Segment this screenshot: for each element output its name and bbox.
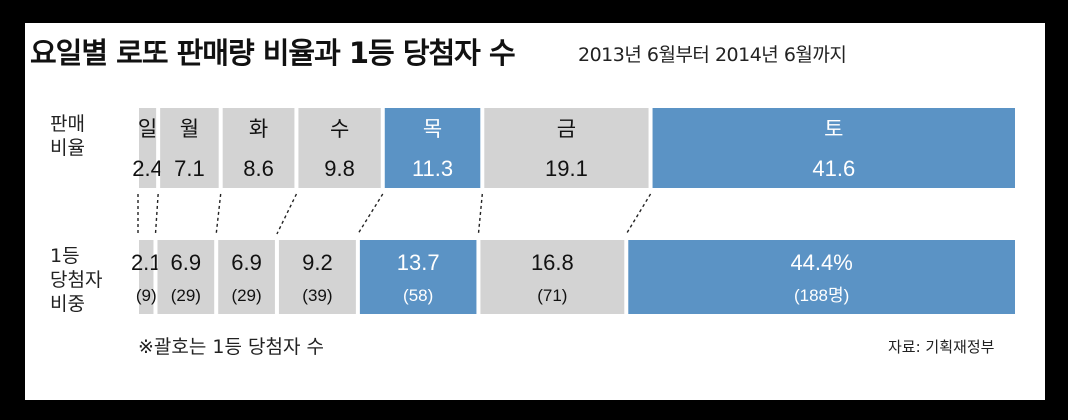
connector-5 (477, 193, 484, 235)
connector-6 (625, 193, 652, 235)
sales-bar-4 (384, 108, 481, 188)
sales-bar-3 (298, 108, 381, 188)
winner-bar-1 (157, 240, 215, 314)
day-label-1: 월 (180, 118, 199, 141)
winner-value-3: 9.2 (302, 250, 333, 275)
connector-1 (154, 193, 159, 235)
connector-3 (276, 193, 298, 235)
source-note: 자료: 기획재정부 (888, 338, 995, 356)
sales-value-5: 19.1 (545, 156, 588, 181)
winner-bar-3 (278, 240, 356, 314)
winner-bar-4 (359, 240, 477, 314)
sales-bar-0 (139, 108, 157, 188)
day-label-0: 일 (138, 118, 157, 141)
day-label-2: 화 (249, 118, 268, 141)
winner-value-1: 6.9 (171, 250, 202, 275)
day-label-4: 목 (423, 118, 442, 141)
winner-bar-5 (480, 240, 625, 314)
winner-bar-2 (218, 240, 275, 314)
winner-bar-0 (139, 240, 154, 314)
winner-value-5: 16.8 (531, 250, 574, 275)
sales-value-1: 7.1 (174, 156, 205, 181)
row-label-winners-line-1: 1등 (50, 245, 80, 267)
row-label-winners-line-3: 비중 (50, 293, 85, 315)
sales-bar-6 (652, 108, 1015, 188)
chart-panel (25, 23, 1045, 400)
chart-subtitle: 2013년 6월부터 2014년 6월까지 (578, 44, 847, 66)
winner-count-0: (9) (136, 286, 157, 305)
winner-count-3: (39) (302, 286, 332, 305)
connector-2 (215, 193, 222, 235)
day-label-6: 토 (824, 118, 843, 141)
sales-value-3: 9.8 (324, 156, 355, 181)
row-label-sales-line-2: 비율 (50, 137, 85, 159)
chart-title: 요일별 로또 판매량 비율과 1등 당첨자 수 (30, 36, 516, 70)
winner-value-4: 13.7 (397, 250, 440, 275)
sales-bar-1 (160, 108, 219, 188)
row-label-sales-line-1: 판매 (50, 113, 85, 135)
row-label-winners-line-2: 당첨자 (50, 269, 103, 291)
sales-value-0: 2.4 (132, 156, 163, 181)
row-label-winners: 1등 당첨자 비중 (50, 244, 102, 316)
row-label-sales: 판매 비율 (50, 112, 85, 160)
sales-value-6: 41.6 (812, 156, 855, 181)
winner-bar-6 (628, 240, 1015, 314)
winner-count-2: (29) (231, 286, 261, 305)
day-label-5: 금 (557, 118, 576, 141)
winner-value-0: 2.1 (131, 250, 162, 275)
winner-count-6: (188명) (794, 286, 849, 305)
winner-count-5: (71) (537, 286, 567, 305)
sales-value-4: 11.3 (412, 156, 453, 181)
winner-value-6: 44.4% (790, 250, 852, 275)
winner-count-4: (58) (403, 286, 433, 305)
footnote: ※괄호는 1등 당첨자 수 (138, 336, 324, 358)
winner-value-2: 6.9 (231, 250, 262, 275)
sales-bar-2 (222, 108, 295, 188)
sales-bar-5 (484, 108, 649, 188)
sales-value-2: 8.6 (243, 156, 274, 181)
day-label-3: 수 (330, 118, 349, 141)
connector-4 (357, 193, 384, 235)
winner-count-1: (29) (171, 286, 201, 305)
